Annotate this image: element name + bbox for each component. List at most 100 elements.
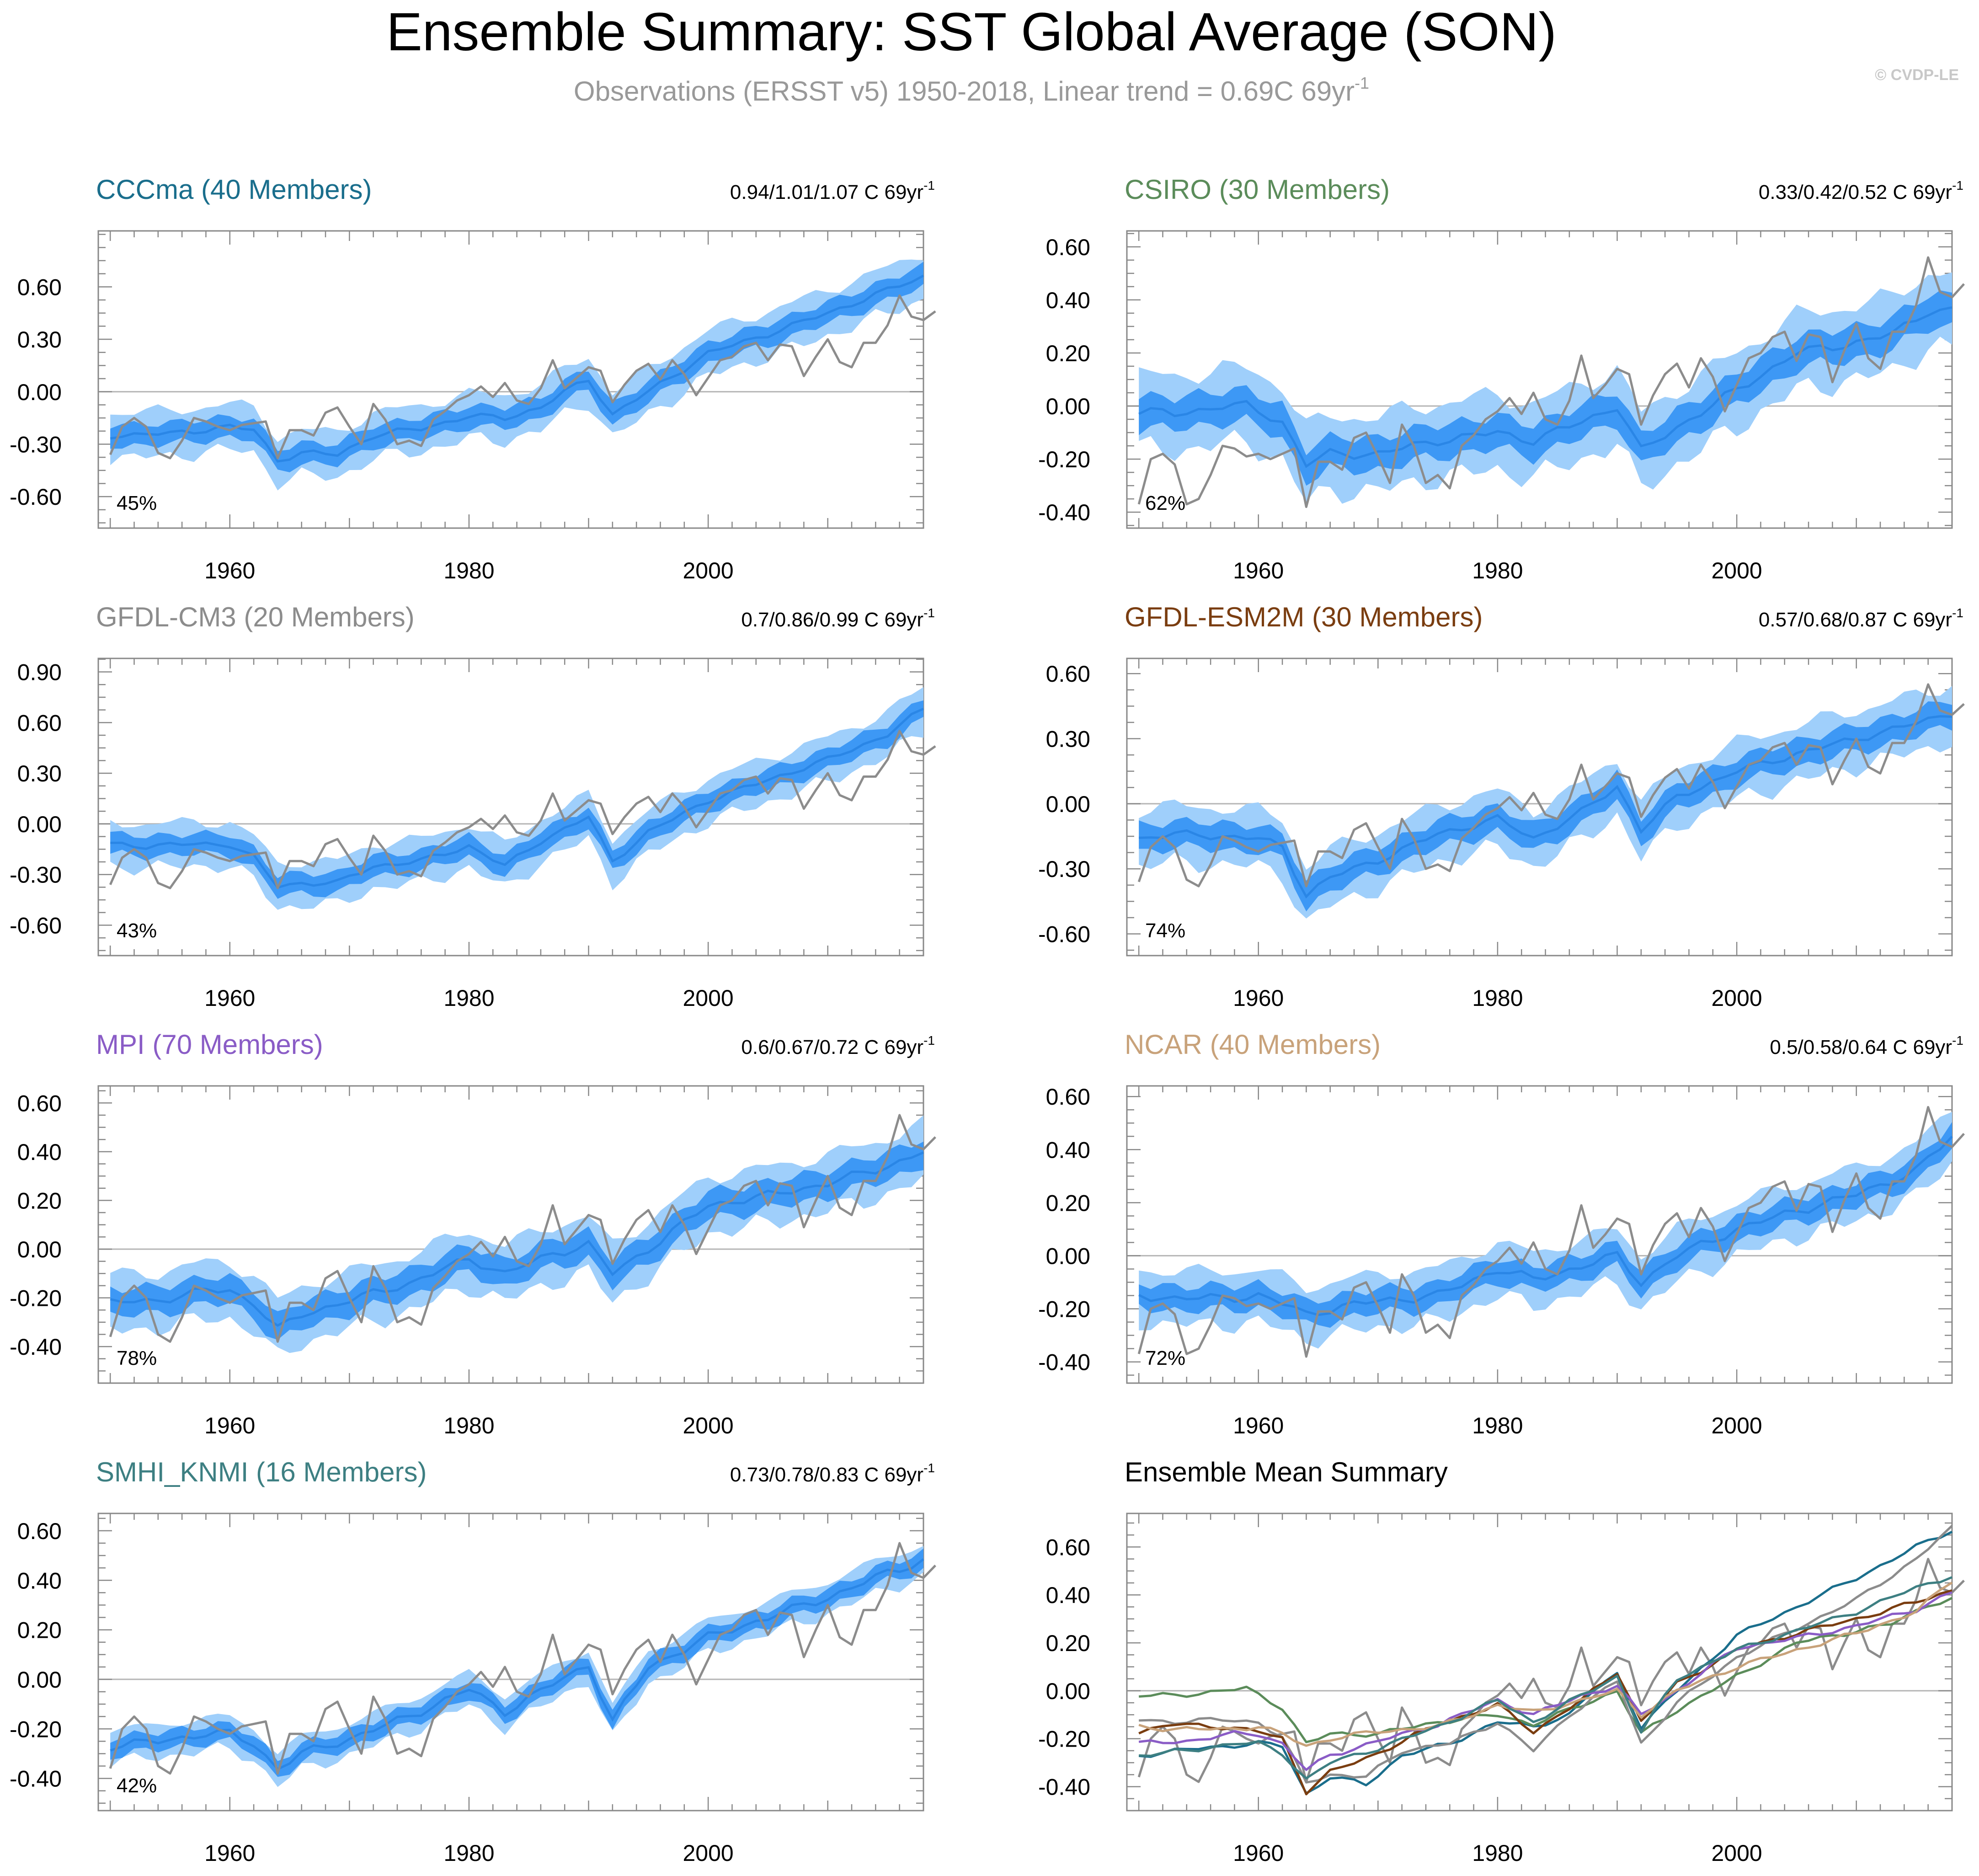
panel-title: SMHI_KNMI (16 Members) [96,1457,427,1487]
ensemble-mean-line [1138,1136,1953,1316]
chart-panel-csiro: CSIRO (30 Members) 0.33/0.42/0.52 C 69yr-… [1038,174,1965,583]
x-tick-label: 1980 [1472,1413,1523,1438]
y-tick-label: -0.60 [1038,922,1090,947]
x-tick-label: 1980 [443,985,494,1011]
y-tick-label: 0.00 [17,1237,62,1262]
ensemble-spread-outer [110,259,924,491]
x-tick-label: 1960 [204,1413,255,1438]
panel-percent: 72% [1145,1347,1185,1369]
y-tick-label: 0.20 [17,1188,62,1213]
observations-line [1137,1106,1965,1358]
plot-frame [1126,657,1953,957]
y-tick-label: 0.20 [1046,1630,1090,1656]
y-tick-label: -0.60 [10,484,62,510]
x-tick-label: 1960 [204,1840,255,1866]
panel-trend-superscript: -1 [923,178,935,192]
panel-trend-superscript: -1 [923,606,935,620]
panel-percent: 42% [117,1774,157,1797]
ensemble-mean-line [1138,306,1952,468]
y-tick-label: -0.60 [10,913,62,939]
y-tick-label: 0.60 [17,1518,62,1544]
y-tick-label: 0.60 [1046,1534,1090,1560]
ensemble-mean-series [1139,1576,1952,1780]
panel-trend-text: 0.6/0.67/0.72 C 69yr [741,1036,923,1058]
y-tick-label: 0.00 [1046,791,1090,817]
x-tick-label: 1980 [1472,1840,1523,1866]
subtitle-superscript: -1 [1355,74,1369,92]
x-tick-label: 2000 [1712,1413,1762,1438]
panel-trend-text: 0.5/0.58/0.64 C 69yr [1770,1036,1952,1058]
x-tick-label: 1980 [1472,985,1523,1011]
x-tick-label: 1980 [443,1840,494,1866]
panel-trend-superscript: -1 [1952,178,1963,192]
x-tick-label: 2000 [683,1413,734,1438]
y-tick-label: 0.00 [1046,1243,1090,1269]
y-tick-label: -0.40 [1038,1774,1090,1800]
x-tick-label: 2000 [1712,558,1762,583]
y-tick-label: -0.20 [1038,447,1090,472]
plot-frame [1126,1085,1953,1384]
plot-frame [97,1085,924,1384]
watermark: © CVDP-LE [1875,66,1959,84]
panel-title: GFDL-CM3 (20 Members) [96,602,415,632]
ensemble-spread-inner [1139,701,1952,912]
panel-trend: 0.33/0.42/0.52 C 69yr-1 [1759,178,1963,203]
y-tick-label: -0.40 [1038,500,1090,525]
chart-panel-gfdl-cm3: GFDL-CM3 (20 Members) 0.7/0.86/0.99 C 69y… [10,602,936,1011]
plot-frame [97,657,924,957]
observations-line [109,730,936,889]
panel-trend-text: 0.7/0.86/0.99 C 69yr [741,609,923,631]
ensemble-spread-outer [1139,686,1952,919]
y-tick-label: -0.30 [1038,856,1090,882]
ensemble-mean-series [1138,1591,1952,1771]
figure-subtitle: Observations (ERSST v5) 1950-2018, Linea… [574,74,1369,107]
ensemble-spread-inner [110,1141,924,1340]
panel-trend: 0.57/0.68/0.87 C 69yr-1 [1759,606,1963,631]
y-tick-label: 0.60 [17,1090,62,1116]
observations-line [109,1542,936,1775]
chart-panel-cccma: CCCma (40 Members) 0.94/1.01/1.07 C 69yr-… [10,174,936,583]
y-tick-label: -0.40 [10,1334,62,1360]
panel-percent: 74% [1145,919,1185,942]
ensemble-spread-outer [1139,272,1952,504]
panel-title: GFDL-ESM2M (30 Members) [1125,602,1483,632]
y-tick-label: 0.30 [1046,727,1090,752]
y-tick-label: 0.40 [1046,1582,1090,1608]
panel-trend-superscript: -1 [1952,1033,1963,1048]
panel-trend-superscript: -1 [1952,606,1963,620]
y-tick-label: 0.60 [1046,1084,1090,1110]
ensemble-spread-outer [110,1115,924,1353]
ensemble-mean-series [1139,1525,1953,1784]
x-tick-label: 1980 [1472,558,1523,583]
x-tick-label: 2000 [683,1840,734,1866]
panel-trend: 0.7/0.86/0.99 C 69yr-1 [741,606,935,631]
y-tick-label: 0.00 [1046,394,1090,419]
y-tick-label: 0.40 [1046,288,1090,313]
observations-line [1137,256,1965,508]
y-tick-label: 0.60 [1046,661,1090,687]
y-tick-label: -0.20 [10,1286,62,1311]
y-tick-label: 0.00 [1046,1678,1090,1704]
ensemble-mean-series [1139,1597,1953,1743]
panel-trend-text: 0.94/1.01/1.07 C 69yr [730,181,923,203]
panel-trend-text: 0.73/0.78/0.83 C 69yr [730,1464,923,1486]
plot-frame [97,230,924,529]
ensemble-mean-series [1139,1530,1953,1795]
y-tick-label: -0.20 [1038,1297,1090,1322]
y-tick-label: 0.30 [17,761,62,786]
y-tick-label: -0.20 [1038,1726,1090,1752]
panel-trend: 0.6/0.67/0.72 C 69yr-1 [741,1033,935,1058]
y-tick-label: -0.20 [10,1716,62,1742]
ensemble-mean-line [110,1151,924,1327]
panel-percent: 78% [117,1347,157,1369]
y-tick-label: -0.40 [1038,1350,1090,1375]
panel-trend-superscript: -1 [923,1461,935,1475]
observations-line [1137,1558,1965,1783]
x-tick-label: 1960 [204,985,255,1011]
observations-line [109,294,936,460]
x-tick-label: 1960 [1233,558,1284,583]
observations-line [109,1114,936,1343]
panel-trend: 0.5/0.58/0.64 C 69yr-1 [1770,1033,1963,1058]
chart-panel-smhi-knmi: SMHI_KNMI (16 Members) 0.73/0.78/0.83 C 6… [10,1457,936,1866]
x-tick-label: 1980 [443,558,494,583]
